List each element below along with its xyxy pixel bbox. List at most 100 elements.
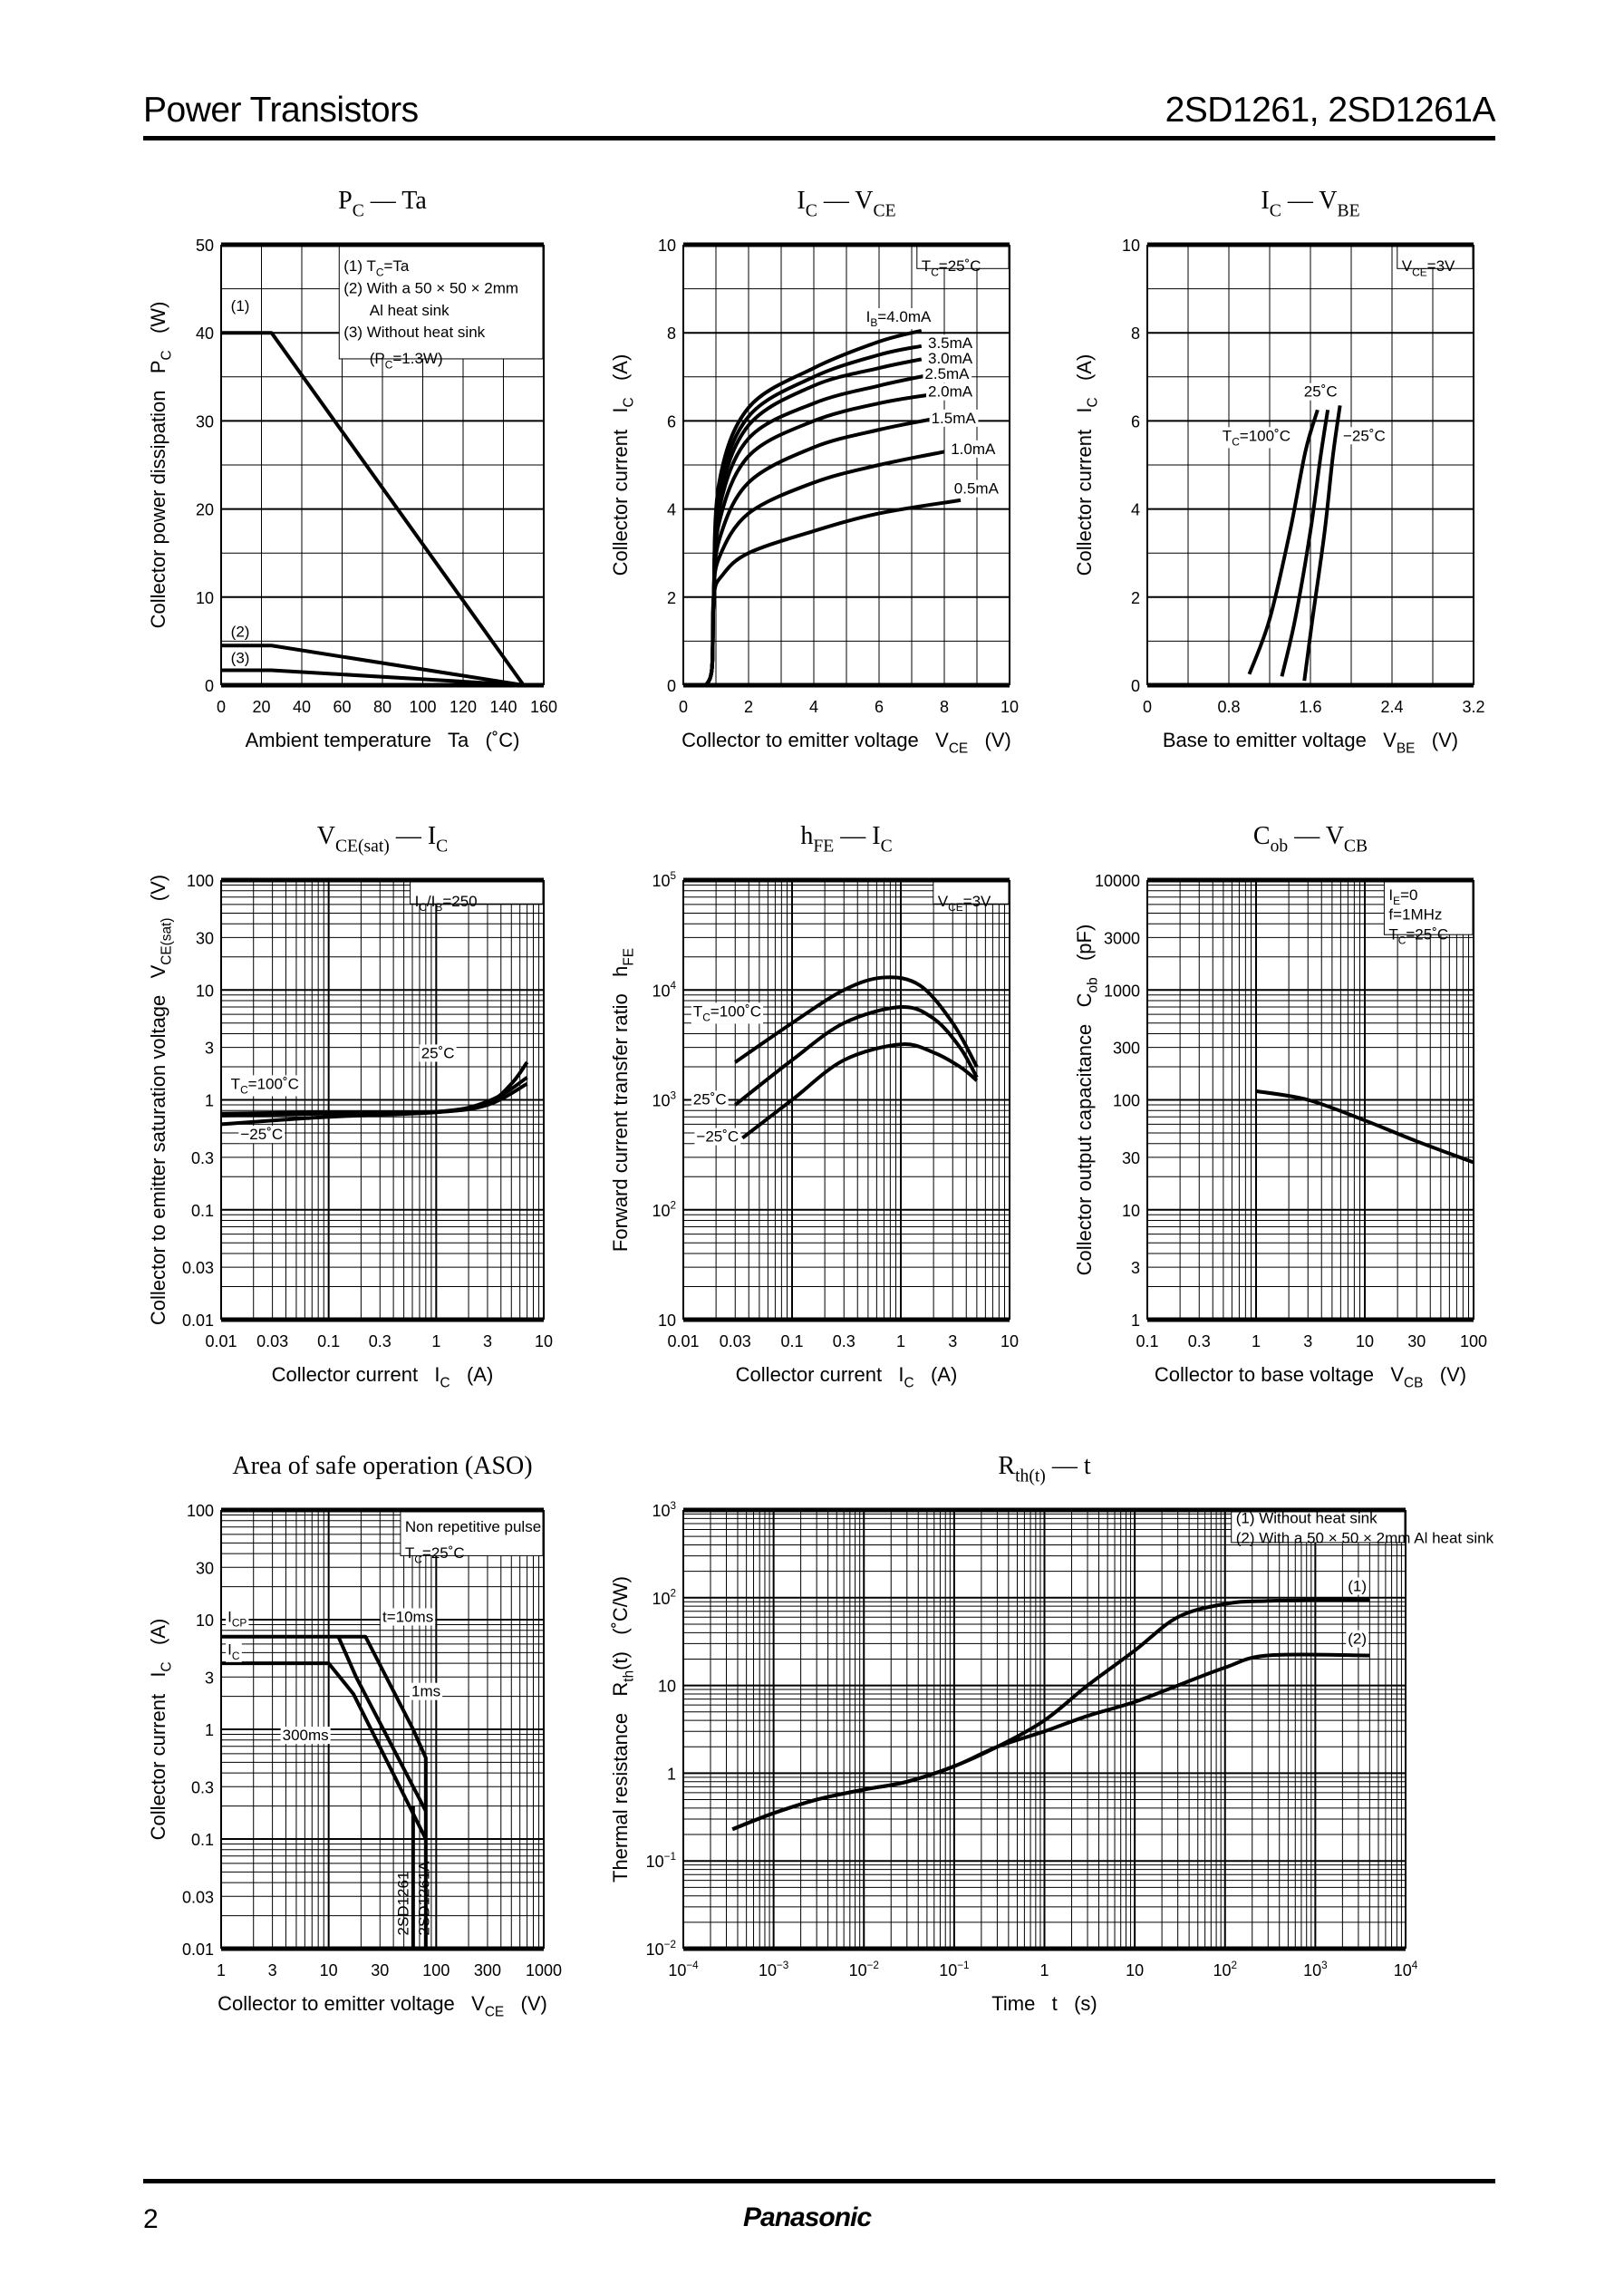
chart-5: V_{CE}=3V T_{C}=100˚C 25˚C −25˚C 0.01 0.03 0.1…	[609, 822, 1019, 1391]
chart-title: P_{C} — Ta	[338, 187, 427, 220]
chart-annotation: 300ms	[283, 1727, 329, 1744]
x-tick-label: 3.2	[1462, 698, 1484, 716]
y-tick-label: 10000	[1095, 872, 1140, 890]
y-tick-label: 10^{5}	[652, 870, 676, 890]
x-tick-label: 0.03	[720, 1332, 751, 1350]
series-curve-1	[1247, 409, 1320, 675]
label-background	[926, 382, 975, 401]
x-tick-label: 10^{3}	[1303, 1960, 1328, 1979]
chart-annotation: (1)	[1348, 1578, 1367, 1595]
x-tick-label: 0.1	[780, 1332, 803, 1350]
series-curve-1	[704, 498, 962, 686]
y-tick-label: 2	[1131, 589, 1140, 607]
y-tick-label: 3	[1131, 1259, 1140, 1277]
series-curve-2	[1280, 409, 1330, 677]
label-background	[864, 308, 933, 330]
chart-annotation: 2SD1261	[394, 1872, 411, 1936]
x-tick-label: 100	[1460, 1332, 1487, 1350]
chart-annotation: (1) Without heat sink	[1236, 1510, 1378, 1527]
x-tick-label: 0.01	[205, 1332, 237, 1350]
y-tick-label: 3	[205, 1040, 214, 1058]
x-tick-label: 1.6	[1299, 698, 1321, 716]
x-tick-label: 0.1	[1136, 1332, 1158, 1350]
chart-8: (1) Without heat sink (2) With a 50 × 50 …	[609, 1452, 1494, 2015]
x-tick-label: 0.3	[833, 1332, 856, 1350]
x-axis-label: Collector current I_{C} (A)	[272, 1363, 494, 1391]
y-tick-label: 0	[667, 677, 676, 695]
chart-title: h_{FE} — I_{C}	[800, 822, 892, 856]
chart-annotation: I_{CP}	[227, 1608, 246, 1629]
series-curve-2	[704, 450, 945, 686]
y-tick-label: 4	[1131, 501, 1140, 519]
chart-annotation: f=1MHz	[1388, 906, 1442, 924]
chart-annotation: 25˚C	[693, 1090, 727, 1108]
chart-annotation: 2.5mA	[924, 365, 970, 382]
chart-annotation: (2)	[231, 624, 250, 641]
x-tick-label: 0	[217, 698, 226, 716]
x-tick-label: 10^{4}	[1394, 1960, 1418, 1979]
x-axis-label: Base to emitter voltage V_{BE} (V)	[1163, 729, 1458, 757]
page-number: 2	[143, 2204, 159, 2234]
y-tick-label: 100	[1113, 1092, 1140, 1110]
y-tick-label: 10^{3}	[652, 1089, 676, 1109]
x-tick-label: 3	[483, 1332, 492, 1350]
y-tick-label: 3	[205, 1669, 214, 1687]
chart-annotation: −25˚C	[696, 1128, 739, 1146]
x-tick-label: 0.3	[1188, 1332, 1211, 1350]
x-tick-label: 10	[1126, 1961, 1144, 1979]
chart-title: I_{C} — V_{CE}	[797, 187, 895, 220]
chart-annotation: (1) T_{C}=Ta	[343, 257, 410, 278]
grid	[682, 1509, 1406, 1950]
label-background	[691, 1002, 764, 1024]
x-tick-label: 10^{−3}	[759, 1960, 788, 1979]
chart-annotation: Al heat sink	[370, 302, 450, 319]
x-tick-label: 0.1	[317, 1332, 340, 1350]
x-tick-label: 3	[1303, 1332, 1312, 1350]
y-tick-label: 0.3	[191, 1778, 214, 1796]
x-tick-label: 1	[896, 1332, 905, 1350]
label-background	[226, 1608, 249, 1630]
series-curve-3	[220, 1082, 528, 1127]
series-curve-3	[1302, 405, 1342, 682]
chart-annotation: 1.5mA	[932, 410, 977, 427]
x-tick-label: 0.3	[369, 1332, 392, 1350]
chart-annotation: I_{C}/I_{B}=250	[415, 893, 478, 914]
chart-annotation: 1.0mA	[951, 440, 996, 458]
y-tick-label: 100	[187, 872, 214, 890]
x-tick-label: 10	[535, 1332, 553, 1350]
series-curve-3	[741, 1042, 979, 1140]
chart-annotation: 3.0mA	[928, 350, 973, 367]
y-tick-label: 40	[196, 324, 214, 343]
y-tick-label: 10	[1122, 237, 1140, 255]
label-background	[1346, 1630, 1369, 1648]
y-tick-label: 100	[187, 1502, 214, 1520]
series-curve-1	[221, 1634, 428, 1949]
series-curve-2	[221, 644, 525, 687]
legend-box	[410, 881, 544, 905]
y-tick-label: 10^{4}	[652, 980, 676, 1000]
series-curve-1	[734, 975, 979, 1068]
x-tick-label: 10	[1000, 698, 1019, 716]
x-tick-label: 10	[1000, 1332, 1019, 1350]
chart-annotation: (2)	[1348, 1631, 1367, 1648]
chart-title: Area of safe operation (ASO)	[232, 1452, 532, 1480]
x-tick-label: 10^{−1}	[939, 1960, 969, 1979]
y-tick-label: 10	[658, 237, 676, 255]
label-background	[926, 350, 975, 368]
x-tick-label: 10	[1356, 1332, 1374, 1350]
label-background	[694, 1128, 741, 1146]
x-tick-label: 2.4	[1380, 698, 1403, 716]
chart-4: I_{C}/I_{B}=250 25˚C T_{C}=100˚C −25˚C 0.01 0…	[147, 822, 553, 1391]
y-tick-label: 300	[1113, 1040, 1140, 1058]
chart-1: (1) T_{C}=Ta(2) With a 50 × 50 × 2mm Al h…	[147, 187, 557, 751]
legend-box	[338, 246, 544, 360]
chart-3: V_{CE}=3V 25˚C T_{C}=100˚C −25˚C 0 0.8 1.6 2.4 3…	[1073, 187, 1485, 757]
x-tick-label: 1	[1252, 1332, 1261, 1350]
chart-annotation: 25˚C	[1304, 383, 1338, 401]
y-tick-label: 20	[196, 501, 214, 519]
x-tick-label: 10^{2}	[1213, 1960, 1237, 1979]
y-tick-label: 10^{−1}	[646, 1851, 676, 1871]
label-background	[238, 1126, 285, 1144]
y-tick-label: 0.3	[191, 1149, 214, 1167]
